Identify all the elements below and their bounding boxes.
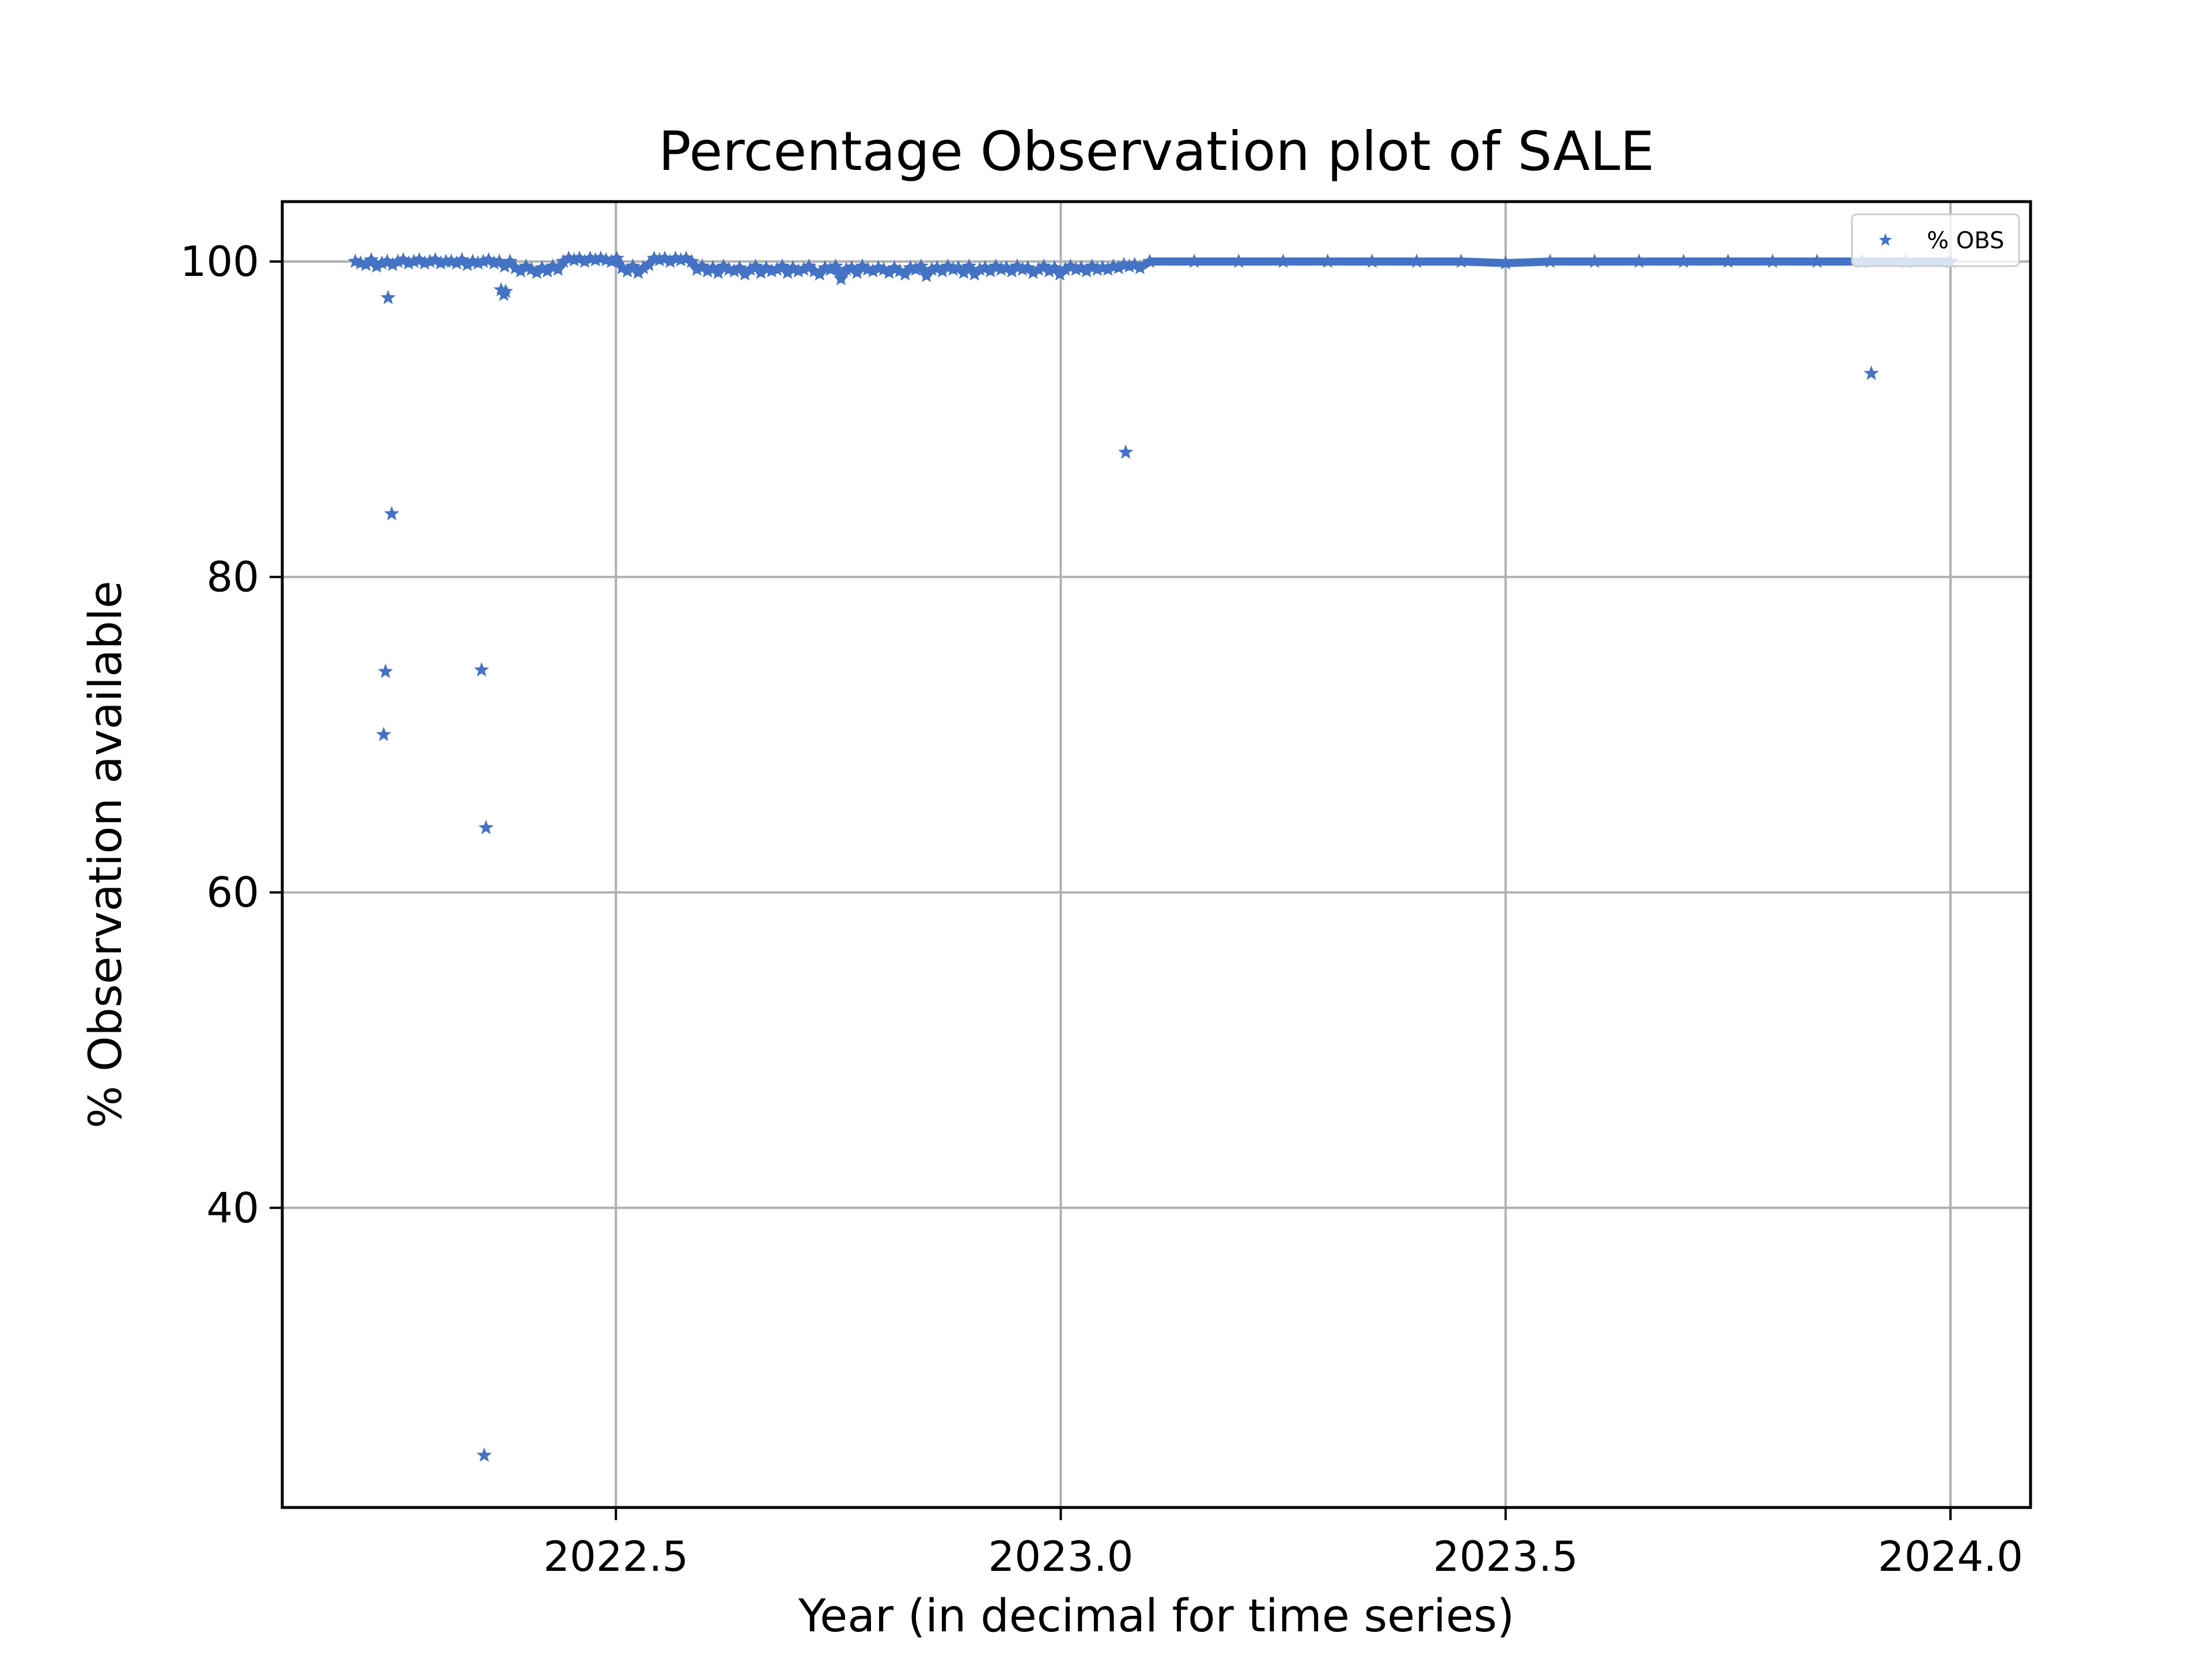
data-point	[1809, 253, 1825, 268]
data-point	[1863, 365, 1879, 380]
axis-ticks: 2022.5 2023.0 2023.5 2024.0 40 60 80 100	[180, 237, 2023, 1581]
data-point	[774, 258, 790, 273]
grid-lines	[282, 202, 2031, 1508]
y-axis-title: % Observation available	[80, 581, 132, 1128]
data-point	[1187, 253, 1202, 268]
data-point	[380, 290, 396, 305]
data-point	[1275, 253, 1291, 268]
data-point	[1118, 444, 1134, 459]
data-point	[609, 250, 624, 265]
legend-entry-label: % OBS	[1927, 228, 2004, 254]
chart-title: Percentage Observation plot of SALE	[658, 120, 1654, 183]
data-point	[897, 266, 913, 281]
data-point	[913, 258, 929, 273]
data-point	[1231, 253, 1247, 268]
data-point	[828, 258, 843, 273]
data-point	[1364, 253, 1380, 268]
data-point	[748, 258, 763, 273]
data-point	[474, 662, 490, 677]
legend: % OBS	[1851, 213, 2020, 267]
data-point	[1542, 253, 1558, 268]
data-point	[498, 283, 513, 298]
data-point	[1142, 253, 1158, 268]
y-tick-label: 40	[206, 1184, 259, 1232]
data-point	[502, 253, 518, 268]
data-point	[1498, 255, 1513, 270]
data-point	[1047, 260, 1062, 275]
y-tick-label: 80	[206, 553, 259, 601]
data-point	[684, 253, 699, 268]
data-point	[1764, 253, 1781, 268]
data-point	[1676, 253, 1691, 268]
legend-marker-icon	[1878, 233, 1892, 246]
data-point	[961, 258, 977, 273]
data-point	[641, 256, 657, 271]
data-point	[1320, 253, 1336, 268]
data-point	[476, 1447, 492, 1462]
data-point	[919, 267, 934, 282]
y-tick-label: 60	[206, 868, 259, 916]
data-point	[625, 258, 641, 273]
x-tick-label: 2022.5	[543, 1532, 688, 1581]
data-point	[849, 264, 865, 279]
legend-box	[1851, 213, 2020, 267]
x-tick-label: 2023.0	[988, 1532, 1133, 1581]
x-tick-label: 2024.0	[1878, 1532, 2023, 1581]
data-point	[833, 271, 849, 286]
data-point	[1631, 253, 1647, 268]
data-point	[376, 726, 392, 741]
data-point	[550, 261, 566, 276]
x-tick-label: 2023.5	[1433, 1532, 1578, 1581]
data-point	[812, 266, 828, 281]
legend-star-icon	[1878, 233, 1892, 246]
data-point	[363, 252, 379, 267]
data-point	[1720, 253, 1736, 268]
x-axis-title: Year (in decimal for time series)	[798, 1590, 1514, 1642]
data-point	[956, 264, 972, 279]
data-point	[1453, 253, 1469, 268]
data-point	[1409, 253, 1425, 268]
y-tick-label: 100	[180, 237, 259, 286]
data-point	[710, 264, 726, 279]
data-point	[1586, 253, 1603, 268]
data-point	[384, 506, 400, 521]
data-points	[347, 250, 1959, 1462]
plot-frame	[281, 200, 2032, 1509]
data-point	[478, 820, 494, 835]
data-point	[377, 664, 393, 679]
data-point	[1132, 260, 1148, 275]
data-point	[732, 260, 748, 275]
